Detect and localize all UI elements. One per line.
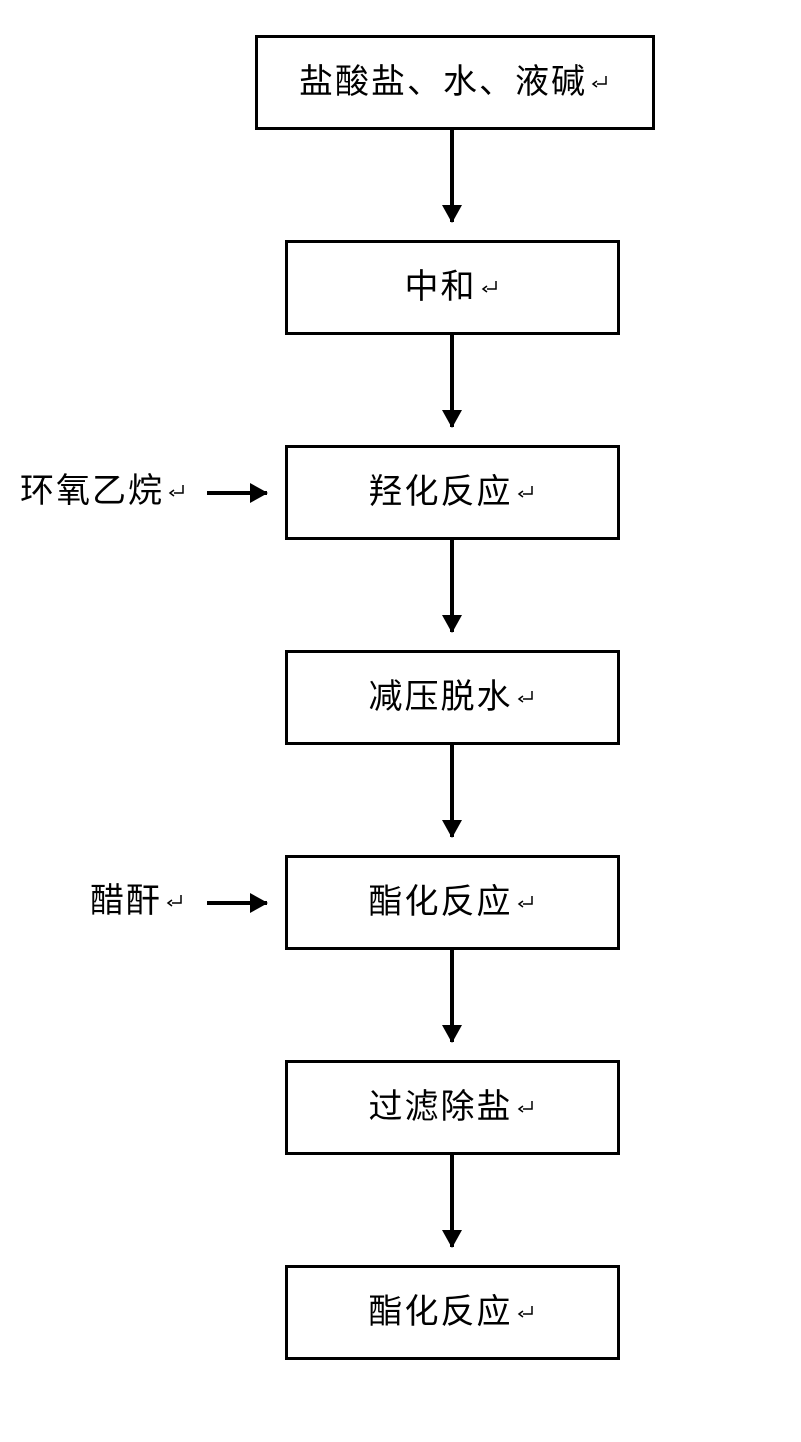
node-dehydration: 减压脱水 bbox=[285, 650, 620, 745]
node-text: 酯化反应 bbox=[369, 886, 513, 920]
node-text: 过滤除盐 bbox=[369, 1091, 513, 1125]
arrow-n6-n7 bbox=[450, 1155, 454, 1247]
arrow-n2-n3 bbox=[450, 335, 454, 427]
flowchart-canvas: 环氧乙烷 醋酐 盐酸盐、水、液碱 中和 羟化反应 减压脱水 bbox=[0, 0, 801, 1442]
arrow-ac2o-to-n5 bbox=[207, 901, 267, 905]
arrow-n5-n6 bbox=[450, 950, 454, 1042]
arrow-n4-n5 bbox=[450, 745, 454, 837]
arrow-n1-n2 bbox=[450, 130, 454, 222]
node-hydroxylation: 羟化反应 bbox=[285, 445, 620, 540]
node-text: 羟化反应 bbox=[369, 476, 513, 510]
node-text: 中和 bbox=[405, 271, 477, 305]
side-label-text: 环氧乙烷 bbox=[20, 475, 164, 509]
node-text: 酯化反应 bbox=[369, 1296, 513, 1330]
side-label-ac2o: 醋酐 bbox=[90, 885, 186, 919]
node-esterification-2: 酯化反应 bbox=[285, 1265, 620, 1360]
return-icon bbox=[517, 893, 537, 913]
arrow-n3-n4 bbox=[450, 540, 454, 632]
node-inputs: 盐酸盐、水、液碱 bbox=[255, 35, 655, 130]
return-icon bbox=[517, 688, 537, 708]
return-icon bbox=[517, 483, 537, 503]
node-text: 减压脱水 bbox=[369, 681, 513, 715]
node-filter-desalt: 过滤除盐 bbox=[285, 1060, 620, 1155]
return-icon bbox=[591, 73, 611, 93]
side-label-text: 醋酐 bbox=[90, 885, 162, 919]
node-esterification-1: 酯化反应 bbox=[285, 855, 620, 950]
node-neutralize: 中和 bbox=[285, 240, 620, 335]
node-text: 盐酸盐、水、液碱 bbox=[299, 66, 587, 100]
side-label-eo: 环氧乙烷 bbox=[20, 475, 188, 509]
arrow-eo-to-n3 bbox=[207, 491, 267, 495]
return-icon bbox=[481, 278, 501, 298]
return-icon bbox=[517, 1303, 537, 1323]
return-icon bbox=[168, 482, 188, 502]
return-icon bbox=[517, 1098, 537, 1118]
return-icon bbox=[166, 892, 186, 912]
